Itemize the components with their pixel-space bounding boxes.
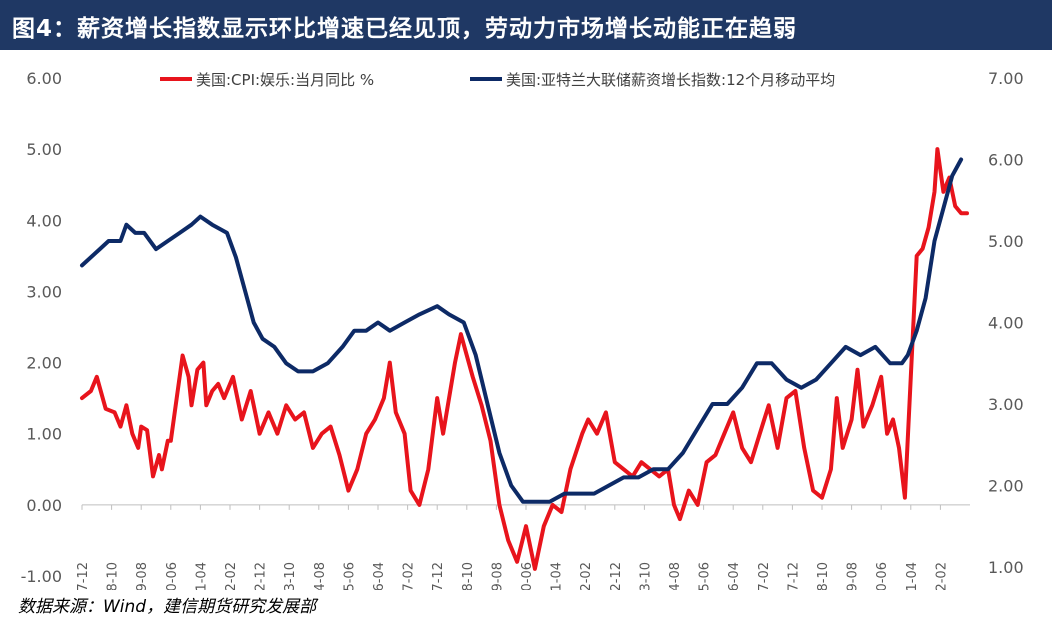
chart-title: 图4：薪资增长指数显示环比增速已经见顶，劳动力市场增长动能正在趋弱: [12, 16, 798, 42]
dual-axis-line-chart: 6.00 5.00 4.00 3.00 2.00 1.00 0.00 -1.00 7.00 6.0…: [21, 69, 1024, 590]
x-tick-label: 2015-06: [698, 562, 713, 590]
x-tick-label: 2017-02: [757, 562, 772, 590]
y-right-tick-label: 5.00: [988, 232, 1024, 251]
x-tick-label: 2012-02: [579, 562, 594, 590]
source-note: 数据来源：Wind，建信期货研究发展部: [18, 597, 317, 617]
x-tick-label: 2021-04: [905, 562, 920, 590]
y-right-tick-label: 1.00: [988, 558, 1024, 577]
x-tick-label: 2007-02: [402, 562, 417, 590]
y-left-tick-label: 3.00: [26, 282, 62, 301]
y-right-tick-label: 6.00: [988, 151, 1024, 170]
x-tick-label: 2007-12: [431, 562, 446, 590]
x-tick-label: 2020-06: [875, 562, 890, 590]
x-tick-label: 2002-12: [254, 562, 269, 590]
title-bar: 图4：薪资增长指数显示环比增速已经见顶，劳动力市场增长动能正在趋弱: [0, 0, 1052, 50]
x-tick-label: 2013-10: [638, 562, 653, 590]
x-tick-label: 2011-04: [550, 562, 565, 590]
x-tick-label: 2022-02: [934, 562, 949, 590]
y-left-tick-label: 5.00: [26, 140, 62, 159]
y-left-tick-label: 6.00: [26, 69, 62, 88]
x-tick-label: 2001-04: [194, 562, 209, 590]
x-tick-label: 2019-08: [846, 562, 861, 590]
x-tick-label: 1998-10: [106, 562, 121, 590]
x-tick-label: 2014-08: [668, 562, 683, 590]
x-tick-label: 2016-04: [727, 562, 742, 590]
y-left-tick-label: 4.00: [26, 211, 62, 230]
y-left-tick-label: 0.00: [26, 496, 62, 515]
legend-label-wage: 美国:亚特兰大联储薪资增长指数:12个月移动平均: [506, 71, 835, 89]
series-line-atlanta-wage-index: [80, 157, 964, 504]
x-tick-label: 2010-06: [520, 562, 535, 590]
x-tick-label: 2002-02: [224, 562, 239, 590]
y-left-tick-label: 1.00: [26, 425, 62, 444]
y-right-tick-label: 7.00: [988, 69, 1024, 88]
y-right-tick-label: 2.00: [988, 477, 1024, 496]
x-tick-label: 2008-10: [461, 562, 476, 590]
x-tick-label: 1997-12: [76, 562, 91, 590]
x-tick-label: 2017-12: [786, 562, 801, 590]
y-left-tick-label: 2.00: [26, 354, 62, 373]
x-tick-label: 2009-08: [490, 562, 505, 590]
x-tick-label: 1999-08: [135, 562, 150, 590]
y-right-tick-label: 4.00: [988, 314, 1024, 333]
legend-label-cpi: 美国:CPI:娱乐:当月同比 %: [196, 71, 374, 89]
x-tick-label: 2006-04: [372, 562, 387, 590]
x-tick-label: 2000-06: [165, 562, 180, 590]
x-tick-label: 2012-12: [609, 562, 624, 590]
y-right-tick-label: 3.00: [988, 395, 1024, 414]
x-tick-label: 2004-08: [313, 562, 328, 590]
x-tick-label: 2005-06: [342, 562, 357, 590]
x-tick-label: 2018-10: [816, 562, 831, 590]
y-left-tick-label: -1.00: [21, 567, 62, 586]
x-tick-label: 2003-10: [283, 562, 298, 590]
series-line-cpi-recreation: [80, 147, 969, 571]
